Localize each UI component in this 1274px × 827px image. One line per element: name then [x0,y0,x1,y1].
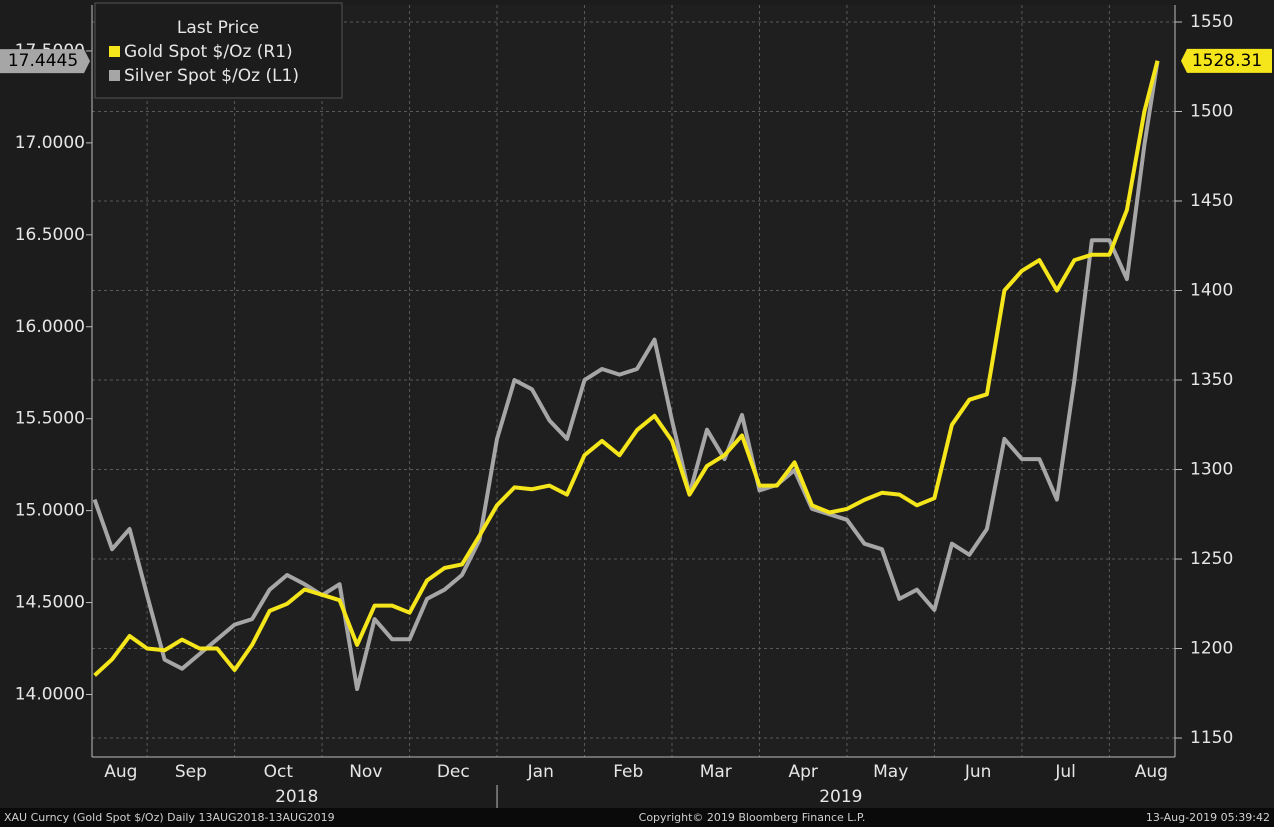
y-tick-label: 17.0000 [15,133,85,153]
y2-tick-label: 1550 [1190,12,1233,32]
y2-tick-label: 1250 [1190,549,1233,569]
y2-tick-label: 1400 [1190,281,1233,301]
x-tick-label: Mar [700,762,732,782]
y2-tick-label: 1300 [1190,460,1233,480]
y-tick-label: 16.5000 [15,225,85,245]
footer-right: 13-Aug-2019 05:39:42 [1146,811,1270,824]
last-value-label: 17.4445 [8,51,78,71]
y-tick-label: 15.0000 [15,501,85,521]
y2-tick-label: 1200 [1190,639,1233,659]
footer-center: Copyright© 2019 Bloomberg Finance L.P. [639,811,866,824]
y-tick-label: 15.5000 [15,409,85,429]
x-tick-label: Nov [349,762,382,782]
last-value-box [1181,48,1272,73]
y2-tick-label: 1500 [1190,102,1233,122]
x-tick-label: Jan [527,762,554,782]
x-tick-label: Dec [437,762,470,782]
x-tick-label: Aug [1135,762,1168,782]
last-value-label: 1528.31 [1192,51,1262,71]
footer-bar [0,808,1274,827]
y-tick-label: 14.5000 [15,593,85,613]
legend: Last Price Gold Spot $/Oz (R1) Silver Spot… [94,2,343,99]
year-label: 2019 [819,787,862,807]
x-tick-label: Jun [964,762,992,782]
year-label: 2018 [275,787,318,807]
series-line [92,60,1160,691]
y2-tick-label: 1150 [1190,728,1233,748]
x-tick-label: Oct [264,762,294,782]
legend-box [94,2,343,99]
x-tick-label: Sep [175,762,207,782]
legend-swatch [109,70,120,81]
x-tick-label: May [873,762,908,782]
series-line [93,60,1160,677]
legend-title: Last Price [177,18,259,38]
plot-area [92,5,1175,757]
x-tick-label: Feb [613,762,643,782]
y-tick-label: 16.0000 [15,317,85,337]
y2-tick-label: 1350 [1190,370,1233,390]
legend-label: Gold Spot $/Oz (R1) [124,42,293,62]
y2-tick-label: 1450 [1190,191,1233,211]
legend-label: Silver Spot $/Oz (L1) [124,66,299,86]
last-value-box [0,49,90,74]
legend-swatch [109,46,120,57]
y-tick-label: 14.0000 [15,684,85,704]
x-tick-label: Jul [1054,762,1076,782]
footer-left: XAU Curncy (Gold Spot $/Oz) Daily 13AUG2… [4,811,335,824]
x-tick-label: Aug [104,762,137,782]
x-tick-label: Apr [788,762,817,782]
